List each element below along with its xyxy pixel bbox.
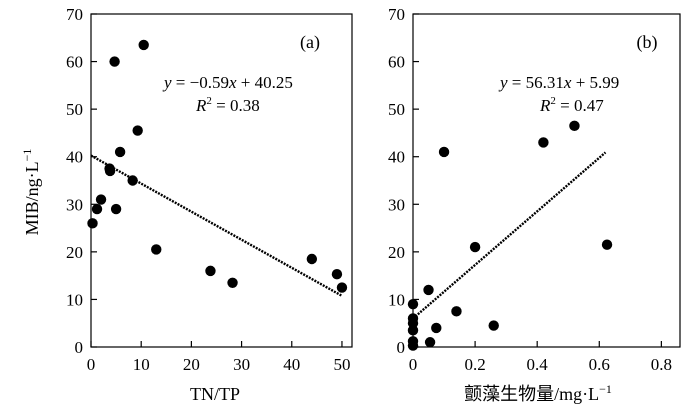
panel-a-y-axis-title: MIB/ng·L−1	[20, 149, 42, 236]
x-tick-label: 10	[133, 355, 150, 374]
data-point	[336, 282, 348, 293]
x-tick-label: 20	[183, 355, 200, 374]
data-point	[109, 56, 120, 67]
data-point	[138, 39, 149, 51]
y-tick-label: 50	[388, 100, 405, 119]
data-point	[424, 337, 436, 348]
y-tick-label: 30	[388, 195, 405, 214]
panel-b-x-axis-title: 颤藻生物量/mg·L−1	[464, 382, 612, 404]
panel-a-axes	[90, 13, 353, 348]
data-point	[407, 325, 419, 336]
data-point	[114, 146, 126, 158]
data-point	[407, 298, 419, 310]
data-point	[95, 194, 107, 205]
panel-a-label: (a)	[300, 32, 320, 53]
panel-a-equation: y = −0.59x + 40.25	[162, 73, 293, 92]
data-point	[306, 253, 318, 265]
data-point	[538, 137, 549, 148]
panel-a-plot-frame	[90, 13, 353, 348]
data-point	[331, 269, 343, 280]
y-tick-label: 0	[75, 338, 84, 357]
panel-a-r-squared: R2 = 0.38	[195, 95, 260, 115]
data-point	[423, 284, 434, 296]
panel-a-points	[87, 39, 348, 293]
x-tick-label: 50	[333, 355, 350, 374]
y-tick-label: 40	[66, 148, 83, 167]
x-tick-label: 0	[87, 355, 96, 374]
panel-b-plot-frame	[412, 13, 681, 348]
data-point	[127, 175, 138, 186]
y-tick-label: 70	[66, 5, 83, 24]
regression-line	[90, 154, 343, 297]
panel-b-label: (b)	[637, 32, 658, 53]
y-tick-label: 40	[388, 148, 405, 167]
x-tick-label: 0.8	[651, 355, 672, 374]
panel-b-points	[407, 120, 613, 351]
regression-line	[412, 151, 607, 320]
data-point	[569, 120, 580, 131]
y-tick-label: 20	[388, 243, 405, 262]
panel-a: 0 10 20 30 40 50 0 10 20 30 40 50 60 70 (a) y = −0.59…	[20, 5, 353, 404]
data-point	[91, 203, 103, 215]
data-point	[132, 125, 143, 136]
panel-a-x-axis-title: TN/TP	[190, 384, 240, 404]
data-point	[110, 203, 122, 215]
data-point	[469, 241, 481, 253]
y-tick-label: 30	[66, 195, 83, 214]
data-point	[451, 306, 462, 317]
panel-b-ticks: 0 0.2 0.4 0.6 0.8 0 10 20 30 40 50 60 70	[388, 5, 672, 374]
data-point	[488, 320, 499, 331]
y-tick-label: 20	[66, 243, 83, 262]
x-tick-label: 40	[283, 355, 300, 374]
data-point	[205, 265, 216, 277]
x-tick-label: 0.6	[589, 355, 610, 374]
x-tick-label: 30	[233, 355, 250, 374]
panel-b-fit-line	[412, 151, 607, 320]
y-tick-label: 60	[388, 53, 405, 72]
data-point	[407, 313, 419, 324]
data-point	[87, 218, 98, 229]
data-point	[601, 239, 613, 250]
y-tick-label: 60	[66, 53, 83, 72]
y-tick-label: 50	[66, 100, 83, 119]
data-point	[431, 322, 442, 334]
data-point	[227, 277, 238, 288]
x-tick-label: 0.2	[464, 355, 485, 374]
data-point	[438, 146, 450, 158]
panel-a-fit-line	[90, 154, 343, 297]
panel-b-r-squared: R2 = 0.47	[539, 95, 604, 115]
data-point	[151, 244, 162, 255]
panel-b: 0 0.2 0.4 0.6 0.8 0 10 20 30 40 50 60 70 (b) y = 56.…	[388, 5, 681, 404]
x-tick-label: 0.4	[527, 355, 549, 374]
panel-a-ticks: 0 10 20 30 40 50 0 10 20 30 40 50 60 70	[66, 5, 350, 374]
data-point	[407, 336, 419, 347]
y-tick-label: 70	[388, 5, 405, 24]
y-tick-label: 10	[388, 290, 405, 309]
x-tick-label: 0	[409, 355, 418, 374]
y-tick-label: 0	[397, 338, 406, 357]
data-point	[104, 165, 116, 177]
y-tick-label: 10	[66, 290, 83, 309]
panel-b-axes	[412, 13, 681, 348]
panel-b-equation: y = 56.31x + 5.99	[498, 73, 619, 92]
